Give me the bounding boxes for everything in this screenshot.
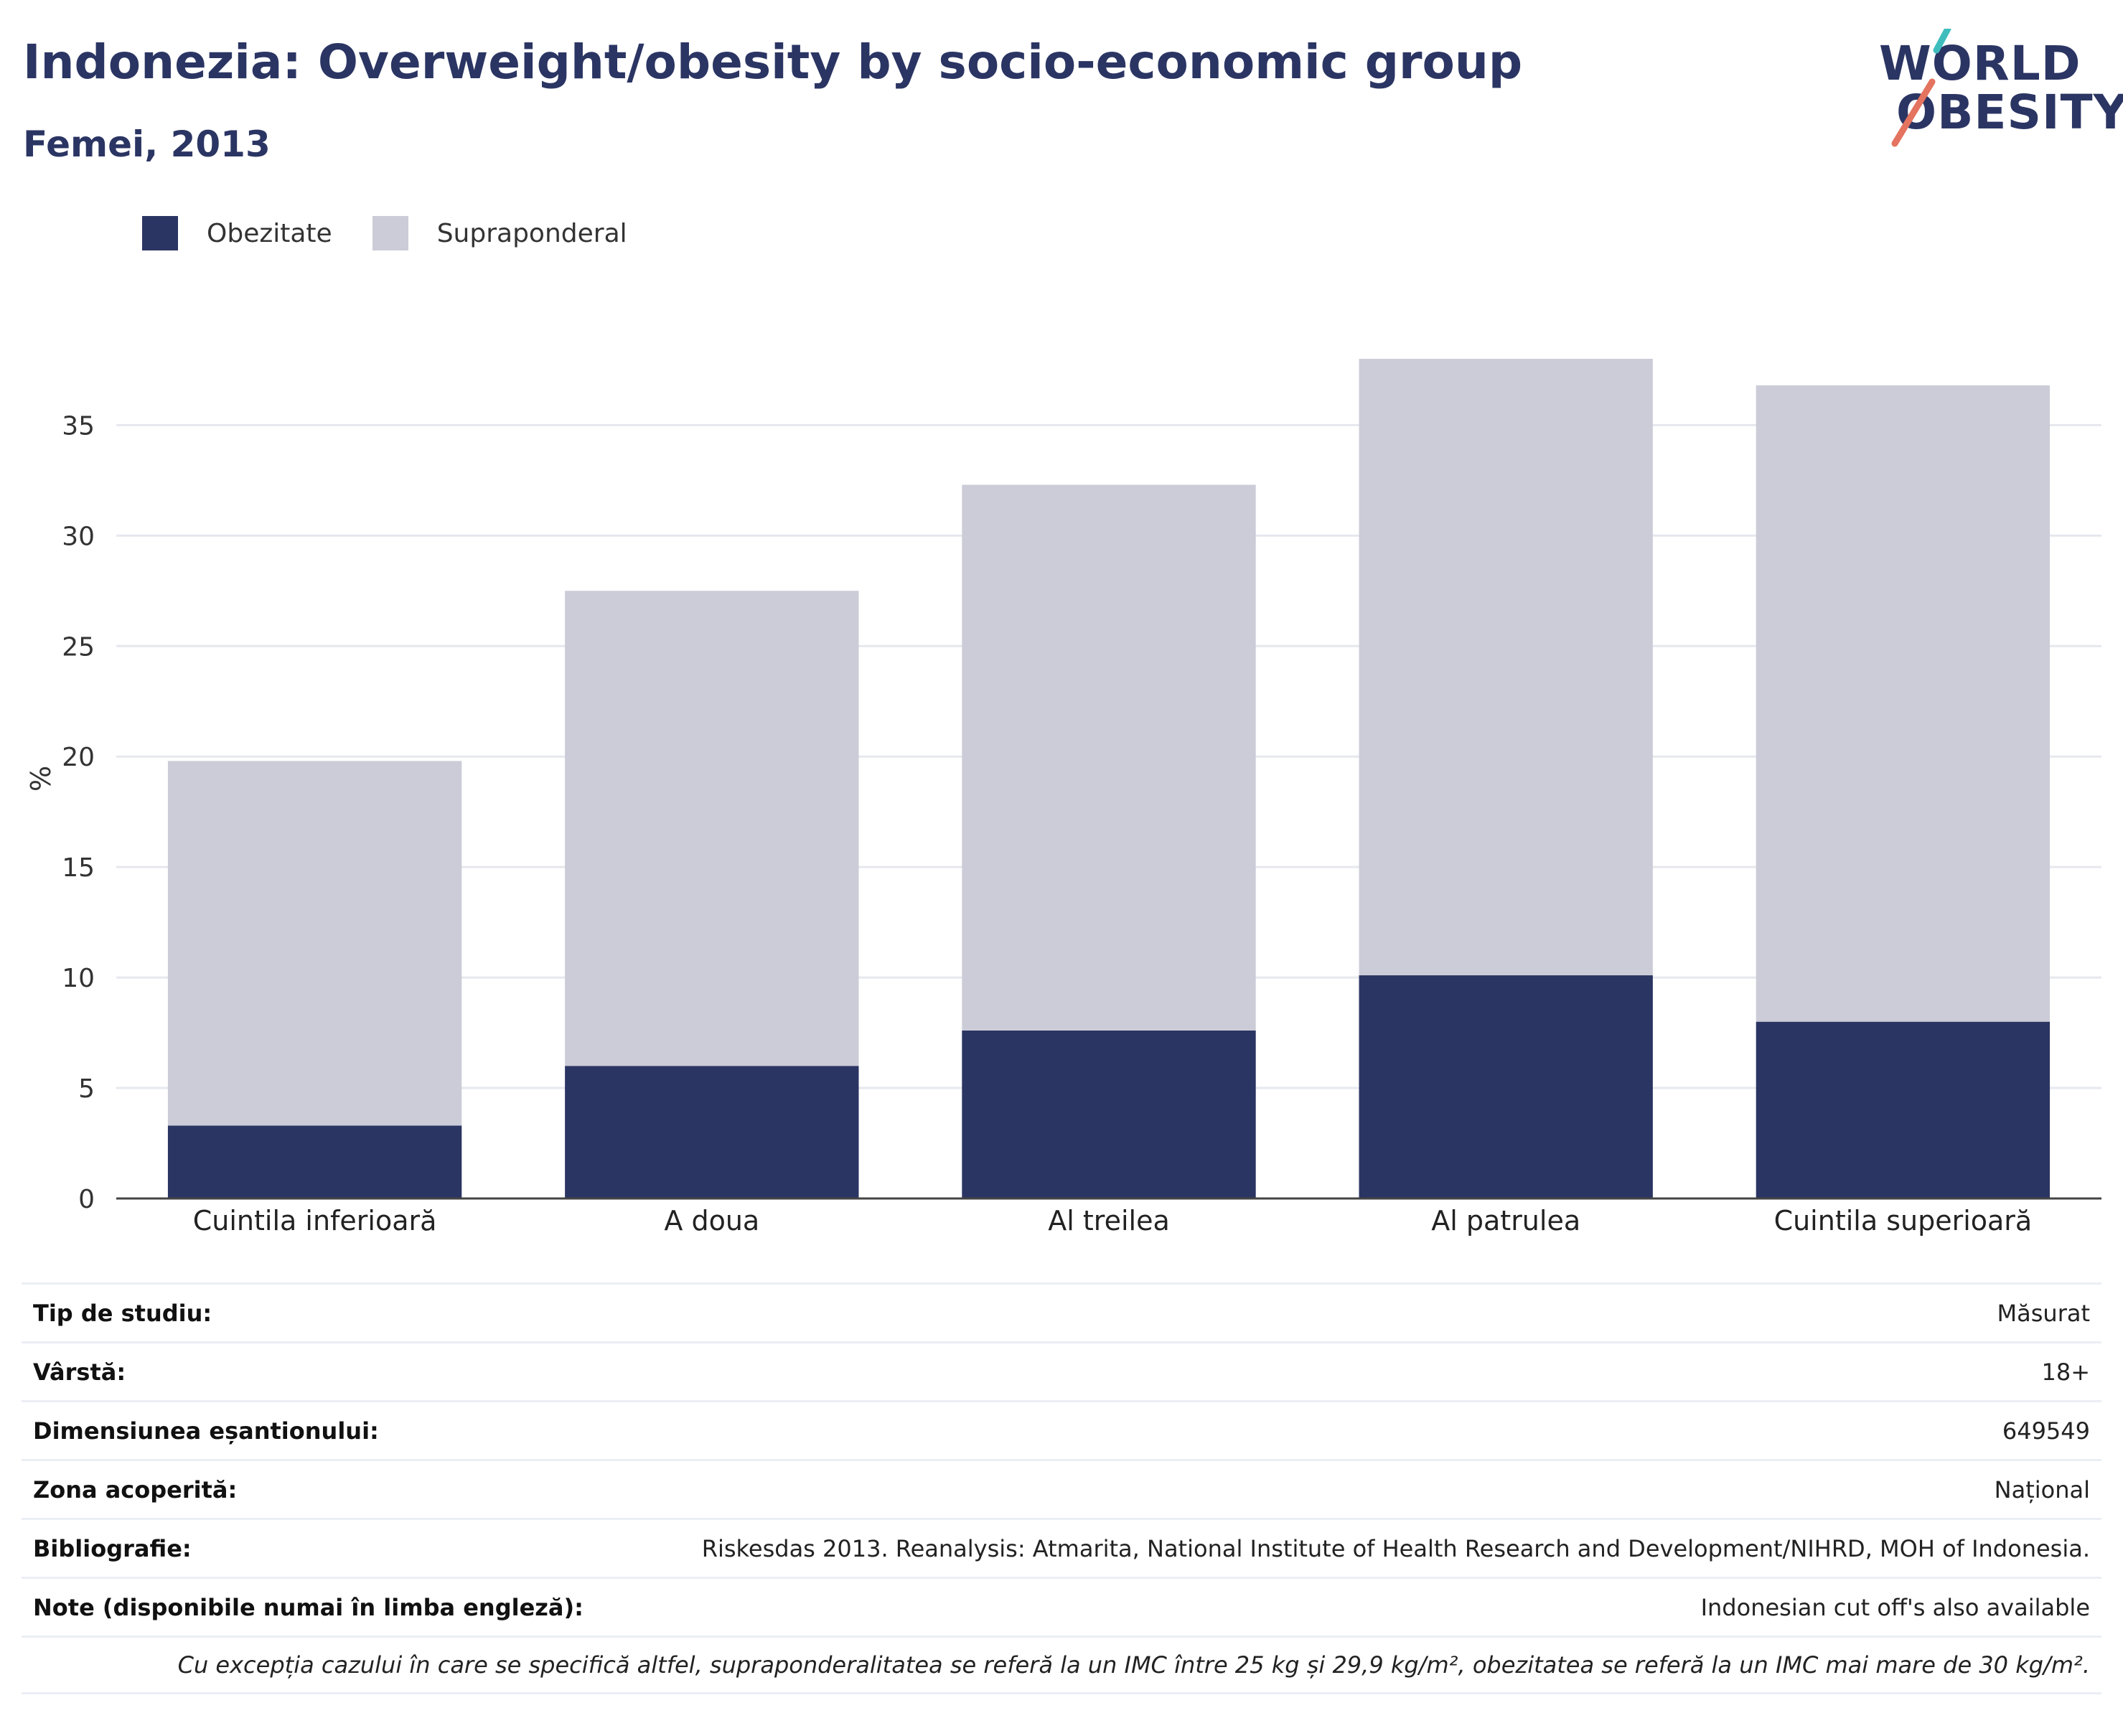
- legend-item-obezitate[interactable]: Obezitate: [142, 216, 332, 250]
- bar-obezitate: [1359, 975, 1653, 1198]
- bar-supraponderal: [1756, 385, 2051, 1022]
- meta-row-sample-size: Dimensiunea eșantionului: 649549: [22, 1400, 2101, 1459]
- meta-row-notes: Note (disponibile numai în limba engleză…: [22, 1577, 2101, 1636]
- stacked-bar-chart: 0 5 10 15 20 25 30 35% Cuintila inferioară A doua…: [25, 359, 2101, 1237]
- chart-title: Indonezia: Overweight/obesity by socio-e…: [23, 34, 1523, 90]
- meta-value: Indonesian cut off's also available: [1700, 1593, 2090, 1621]
- bar-obezitate: [167, 1125, 462, 1198]
- meta-value: Măsurat: [1997, 1299, 2090, 1327]
- legend-label-obezitate: Obezitate: [207, 218, 332, 248]
- bar-supraponderal: [962, 484, 1256, 1031]
- y-tick-label: 0: [78, 1185, 95, 1214]
- legend-swatch-supraponderal: [372, 216, 408, 250]
- meta-row-bibliography: Bibliografie: Riskesdas 2013. Reanalysis…: [22, 1518, 2101, 1577]
- y-tick-label: 15: [62, 853, 95, 883]
- bar-obezitate: [565, 1066, 859, 1198]
- meta-value: Național: [1994, 1475, 2090, 1503]
- meta-label: Note (disponibile numai în limba engleză…: [33, 1593, 584, 1621]
- x-tick-label: Al patrulea: [1431, 1205, 1580, 1237]
- legend-swatch-obezitate: [142, 216, 178, 250]
- x-tick-label: Cuintila superioară: [1774, 1205, 2033, 1237]
- meta-value: 18+: [2041, 1358, 2090, 1386]
- meta-row-area-covered: Zona acoperită: Național: [22, 1459, 2101, 1518]
- bar-supraponderal: [167, 761, 462, 1126]
- y-tick-label: 30: [62, 522, 95, 551]
- study-info-table: Tip de studiu: Măsurat Vârstă: 18+ Dimen…: [22, 1282, 2101, 1694]
- meta-value: Riskesdas 2013. Reanalysis: Atmarita, Na…: [701, 1534, 2090, 1562]
- logo-line-1: WORLD: [1879, 36, 2081, 91]
- y-tick-label: 5: [78, 1074, 95, 1104]
- bar-supraponderal: [565, 591, 859, 1066]
- x-tick-label: A doua: [664, 1205, 759, 1237]
- legend-label-supraponderal: Supraponderal: [436, 218, 627, 248]
- world-obesity-logo: WORLD OBESITY: [1866, 29, 2123, 151]
- legend: Obezitate Supraponderal: [142, 215, 667, 251]
- footnote: Cu excepția cazului în care se specifică…: [177, 1651, 2090, 1679]
- bar-supraponderal: [1359, 359, 1653, 976]
- bar-obezitate: [962, 1031, 1256, 1198]
- bar-obezitate: [1756, 1021, 2051, 1198]
- meta-label: Bibliografie:: [33, 1534, 192, 1562]
- x-tick-label: Al treilea: [1048, 1205, 1169, 1237]
- legend-item-supraponderal[interactable]: Supraponderal: [372, 216, 627, 250]
- y-tick-label: 35: [62, 411, 95, 441]
- meta-label: Vârstă:: [33, 1358, 126, 1386]
- chart-subtitle: Femei, 2013: [23, 123, 271, 165]
- meta-label: Zona acoperită:: [33, 1475, 238, 1503]
- logo-slash-icon: [1891, 29, 1951, 147]
- meta-row-age: Vârstă: 18+: [22, 1341, 2101, 1400]
- y-tick-label: 10: [62, 964, 95, 993]
- meta-label: Tip de studiu:: [33, 1299, 212, 1327]
- meta-value: 649549: [2002, 1417, 2090, 1445]
- y-tick-label: 25: [62, 632, 95, 662]
- meta-label: Dimensiunea eșantionului:: [33, 1417, 379, 1445]
- x-tick-label: Cuintila inferioară: [193, 1205, 437, 1237]
- y-axis-label: %: [25, 766, 57, 792]
- logo-line-2: OBESITY: [1896, 85, 2123, 140]
- meta-row-study-type: Tip de studiu: Măsurat: [22, 1282, 2101, 1341]
- y-tick-label: 20: [62, 743, 95, 772]
- meta-row-footnote: Cu excepția cazului în care se specifică…: [22, 1636, 2101, 1694]
